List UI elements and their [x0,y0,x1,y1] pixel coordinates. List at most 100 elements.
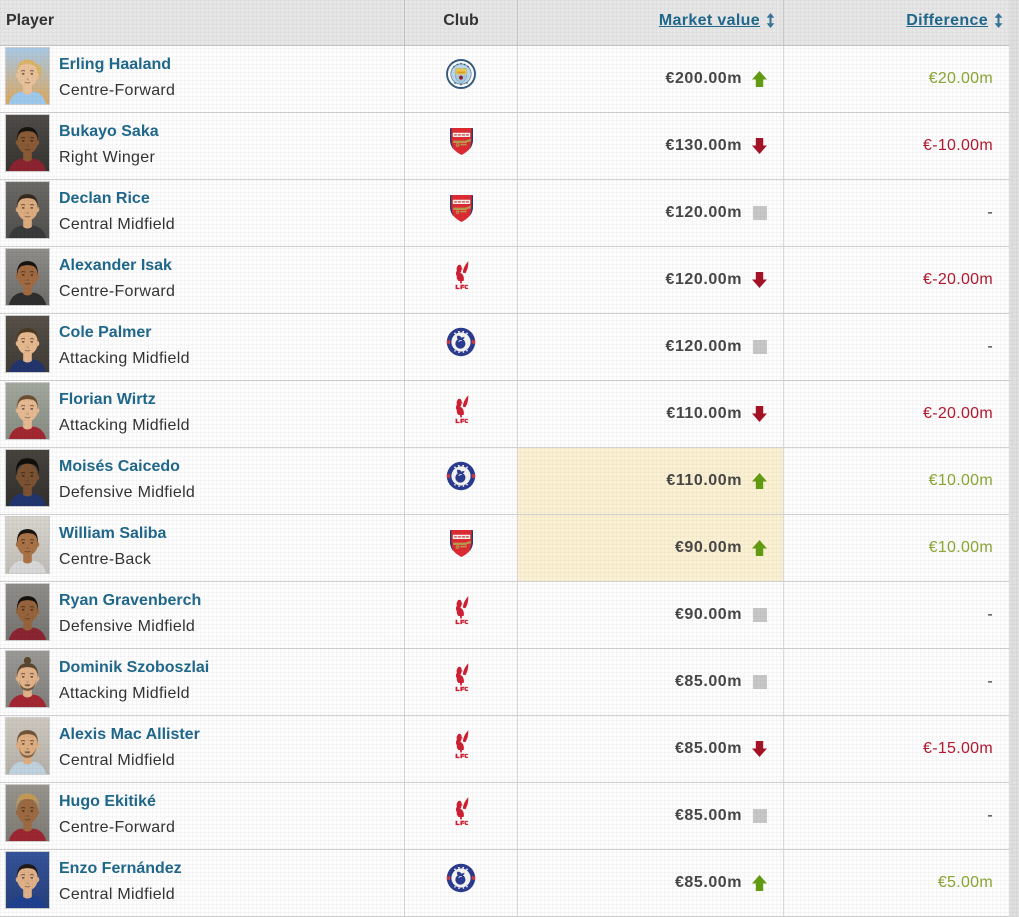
player-info: Ryan Gravenberch Defensive Midfield [59,590,201,637]
club-badge-icon[interactable] [446,863,476,898]
market-value-cell: €85.00m [518,716,784,782]
club-cell [405,381,518,447]
sort-updown-icon[interactable] [994,13,1003,28]
market-value-cell: €120.00m [518,180,784,246]
player-info: Dominik Szoboszlai Attacking Midfield [59,657,209,704]
player-name-link[interactable]: Hugo Ekitiké [59,792,156,810]
player-name-link[interactable]: Bukayo Saka [59,122,159,140]
player-name-link[interactable]: Alexander Isak [59,256,172,274]
club-cell [405,180,518,246]
club-badge-icon[interactable] [449,194,474,228]
table-body: Erling Haaland Centre-Forward €200.00m €… [0,46,1009,917]
market-value: €85.00m [674,874,742,891]
player-name-link[interactable]: Dominik Szoboszlai [59,658,210,676]
market-value: €90.00m [674,539,742,556]
trend-none-icon [752,340,767,354]
club-badge-icon[interactable] [446,59,476,94]
player-info: Bukayo Saka Right Winger [59,121,159,168]
difference-value: - [987,807,993,824]
club-badge-icon[interactable] [449,127,474,161]
sort-updown-icon[interactable] [766,13,775,28]
player-name-link[interactable]: Alexis Mac Allister [59,725,200,743]
table-header-row: Player Club Market value Difference [0,0,1009,46]
difference-value: - [987,204,993,221]
trend-down-icon [752,406,767,422]
player-info: Moisés Caicedo Defensive Midfield [59,456,195,503]
market-value: €120.00m [665,204,742,221]
column-header-player: Player [0,0,405,45]
difference-value: €5.00m [937,874,993,891]
club-badge-icon[interactable] [453,796,469,831]
player-name-link[interactable]: Florian Wirtz [59,390,156,408]
player-photo[interactable] [5,114,50,172]
difference-cell: - [784,180,1009,246]
trend-none-icon [752,809,767,823]
player-name-link[interactable]: Enzo Fernández [59,859,182,877]
player-row: Dominik Szoboszlai Attacking Midfield €8… [0,649,1009,716]
player-photo[interactable] [5,650,50,708]
club-badge-icon[interactable] [449,529,474,563]
player-photo[interactable] [5,47,50,105]
club-cell [405,582,518,648]
player-name-link[interactable]: Declan Rice [59,189,150,207]
player-position: Defensive Midfield [59,617,196,635]
club-badge-icon[interactable] [453,394,469,429]
player-photo[interactable] [5,784,50,842]
club-cell [405,850,518,916]
market-value: €85.00m [674,673,742,690]
difference-value: €10.00m [928,539,993,556]
club-badge-icon[interactable] [453,595,469,630]
player-photo[interactable] [5,583,50,641]
market-value-cell: €85.00m [518,850,784,916]
market-value-sort-link[interactable]: Market value [658,11,760,29]
player-photo[interactable] [5,851,50,909]
club-badge-icon[interactable] [453,662,469,697]
market-value-cell: €200.00m [518,46,784,112]
player-info: Alexander Isak Centre-Forward [59,255,175,302]
player-name-link[interactable]: Cole Palmer [59,323,152,341]
player-row: Enzo Fernández Central Midfield €85.00m … [0,850,1009,917]
difference-value: - [987,606,993,623]
market-value: €200.00m [665,70,742,87]
market-value-cell: €90.00m [518,582,784,648]
player-name-link[interactable]: William Saliba [59,524,167,542]
club-badge-icon[interactable] [446,327,476,362]
market-value-cell: €120.00m [518,247,784,313]
player-cell: William Saliba Centre-Back [0,515,405,581]
player-cell: Ryan Gravenberch Defensive Midfield [0,582,405,648]
difference-cell: €-20.00m [784,381,1009,447]
player-photo[interactable] [5,382,50,440]
player-row: Alexander Isak Centre-Forward €120.00m €… [0,247,1009,314]
player-cell: Enzo Fernández Central Midfield [0,850,405,916]
player-cell: Bukayo Saka Right Winger [0,113,405,179]
player-cell: Florian Wirtz Attacking Midfield [0,381,405,447]
trend-none-icon [752,206,767,220]
player-photo[interactable] [5,516,50,574]
player-cell: Hugo Ekitiké Centre-Forward [0,783,405,849]
club-cell [405,716,518,782]
player-position: Central Midfield [59,885,175,903]
market-value-cell: €90.00m [518,515,784,581]
trend-down-icon [752,741,767,757]
player-photo[interactable] [5,248,50,306]
player-name-link[interactable]: Erling Haaland [59,55,172,73]
club-badge-icon[interactable] [453,260,469,295]
market-value: €85.00m [674,807,742,824]
difference-sort-link[interactable]: Difference [906,11,988,29]
player-name-link[interactable]: Ryan Gravenberch [59,591,202,609]
column-header-club-label: Club [443,11,479,29]
player-photo[interactable] [5,181,50,239]
player-photo[interactable] [5,449,50,507]
player-position: Centre-Back [59,550,152,568]
market-value-cell: €110.00m [518,381,784,447]
market-value-cell: €110.00m [518,448,784,514]
player-name-link[interactable]: Moisés Caicedo [59,457,180,475]
club-badge-icon[interactable] [446,461,476,496]
club-badge-icon[interactable] [453,729,469,764]
trend-down-icon [752,272,767,288]
player-position: Attacking Midfield [59,349,190,367]
player-photo[interactable] [5,315,50,373]
player-photo[interactable] [5,717,50,775]
market-value-cell: €85.00m [518,649,784,715]
